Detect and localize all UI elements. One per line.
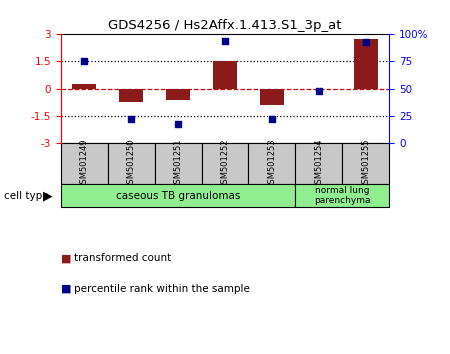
Text: cell type: cell type (4, 190, 49, 200)
Bar (202, 143, 248, 184)
Bar (72, 84, 96, 88)
Text: GSM501253: GSM501253 (267, 138, 276, 189)
Text: GSM501254: GSM501254 (315, 138, 324, 189)
Point (127, 116, 135, 122)
Text: ▶: ▶ (43, 189, 52, 202)
Bar (61, 184, 295, 207)
Text: ■: ■ (61, 284, 71, 293)
Text: GSM501255: GSM501255 (361, 138, 370, 189)
Text: transformed count: transformed count (74, 253, 171, 263)
Bar (295, 184, 389, 207)
Text: GSM501251: GSM501251 (174, 138, 183, 189)
Bar (260, 88, 284, 105)
Text: caseous TB granulomas: caseous TB granulomas (116, 190, 240, 200)
Point (175, 121, 182, 126)
Bar (342, 143, 389, 184)
Point (268, 116, 275, 122)
Bar (213, 61, 237, 88)
Bar (295, 143, 342, 184)
Point (315, 88, 323, 93)
Title: GDS4256 / Hs2Affx.1.413.S1_3p_at: GDS4256 / Hs2Affx.1.413.S1_3p_at (108, 19, 342, 33)
Text: GSM501252: GSM501252 (220, 138, 230, 189)
Text: ■: ■ (61, 253, 71, 263)
Text: normal lung
parenchyma: normal lung parenchyma (314, 186, 370, 205)
Bar (108, 143, 155, 184)
Point (221, 39, 229, 44)
Bar (155, 143, 202, 184)
Text: percentile rank within the sample: percentile rank within the sample (74, 284, 250, 293)
Text: GSM501250: GSM501250 (126, 138, 135, 189)
Bar (248, 143, 295, 184)
Point (81, 58, 88, 64)
Bar (61, 143, 108, 184)
Text: GSM501249: GSM501249 (80, 138, 89, 189)
Bar (166, 88, 190, 101)
Bar (354, 39, 378, 88)
Bar (119, 88, 143, 102)
Bar (307, 88, 331, 90)
Point (362, 40, 369, 45)
